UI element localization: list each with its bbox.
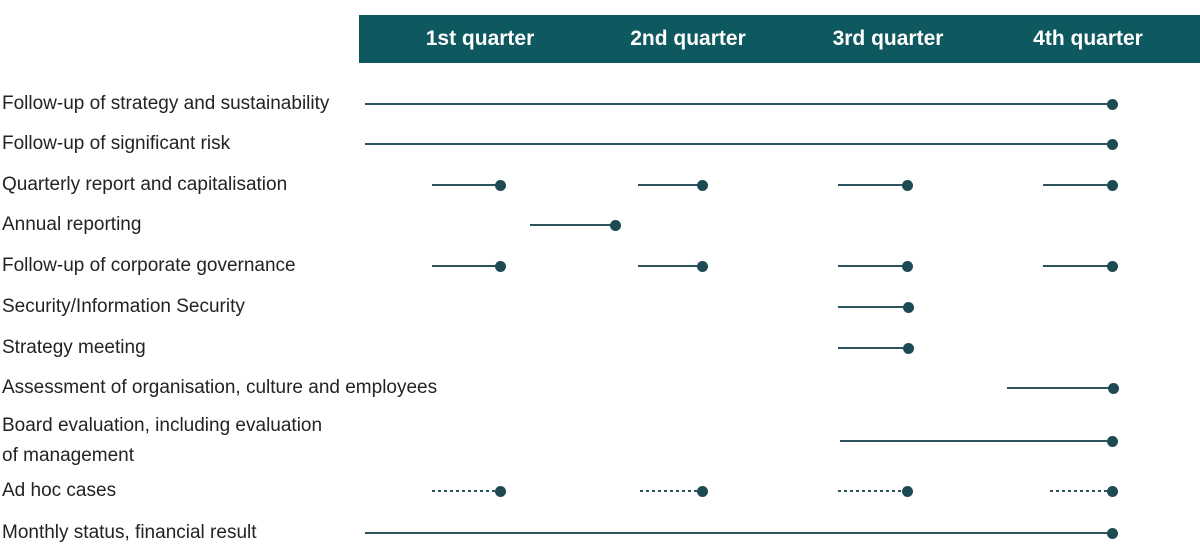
timeline-dot xyxy=(901,485,913,497)
timeline-dot xyxy=(902,342,914,354)
timeline-segment xyxy=(638,264,702,268)
row-label: Follow-up of significant risk xyxy=(2,133,231,154)
row-label: Board evaluation, including evaluation of… xyxy=(2,415,323,466)
timeline-segment xyxy=(640,489,702,493)
timeline-segment xyxy=(838,183,907,187)
timeline-segment xyxy=(432,264,500,268)
timeline-dot xyxy=(901,179,913,191)
timeline-dot xyxy=(901,260,913,272)
timeline-segment xyxy=(638,183,702,187)
timeline-dot xyxy=(1106,435,1118,447)
row-label: Assessment of organisation, culture and … xyxy=(2,377,438,398)
timeline-segment xyxy=(1043,183,1112,187)
timeline-segment xyxy=(838,305,908,309)
timeline-dot xyxy=(1107,382,1119,394)
timeline-dot xyxy=(494,485,506,497)
timeline-dot xyxy=(1106,179,1118,191)
timeline-segment xyxy=(365,142,1112,146)
timeline-segment xyxy=(530,223,615,227)
timeline-dot xyxy=(1106,527,1118,539)
row-label: Follow-up of strategy and sustainability xyxy=(2,93,330,114)
timeline-segment xyxy=(432,489,500,493)
timeline-segment xyxy=(365,102,1112,106)
quarter-header-bar: 1st quarter 2nd quarter 3rd quarter 4th … xyxy=(359,15,1200,63)
timeline-segment xyxy=(365,531,1112,535)
timeline-dot xyxy=(696,260,708,272)
quarter-label-2: 2nd quarter xyxy=(630,27,746,50)
timeline-segment xyxy=(1043,264,1112,268)
timeline-segment xyxy=(838,489,907,493)
timeline-dot xyxy=(1106,138,1118,150)
timeline-segment xyxy=(432,183,500,187)
row-label: Follow-up of corporate governance xyxy=(2,255,296,276)
quarter-label-1: 1st quarter xyxy=(425,27,535,50)
row-label: Monthly status, financial result xyxy=(2,522,257,543)
timeline-dot xyxy=(494,260,506,272)
row-label: Security/Information Security xyxy=(2,296,245,317)
timeline-dot xyxy=(1106,260,1118,272)
timeline-dot xyxy=(609,219,621,231)
timeline-dot xyxy=(494,179,506,191)
row-label: Annual reporting xyxy=(2,214,142,235)
timeline-segment xyxy=(1007,386,1113,390)
timeline-segment xyxy=(1050,489,1112,493)
timeline-dot xyxy=(696,485,708,497)
row-label: Ad hoc cases xyxy=(2,480,117,501)
row-label: Quarterly report and capitalisation xyxy=(2,174,288,195)
timeline-segment xyxy=(838,264,907,268)
timeline-segment xyxy=(838,346,908,350)
quarter-label-3: 3rd quarter xyxy=(832,27,944,50)
timeline-dot xyxy=(902,301,914,313)
timeline-dot xyxy=(696,179,708,191)
timeline-dot xyxy=(1106,98,1118,110)
timeline-segment xyxy=(840,439,1112,443)
timeline-dot xyxy=(1106,485,1118,497)
quarter-label-4: 4th quarter xyxy=(1033,27,1143,50)
row-label: Strategy meeting xyxy=(2,337,146,358)
